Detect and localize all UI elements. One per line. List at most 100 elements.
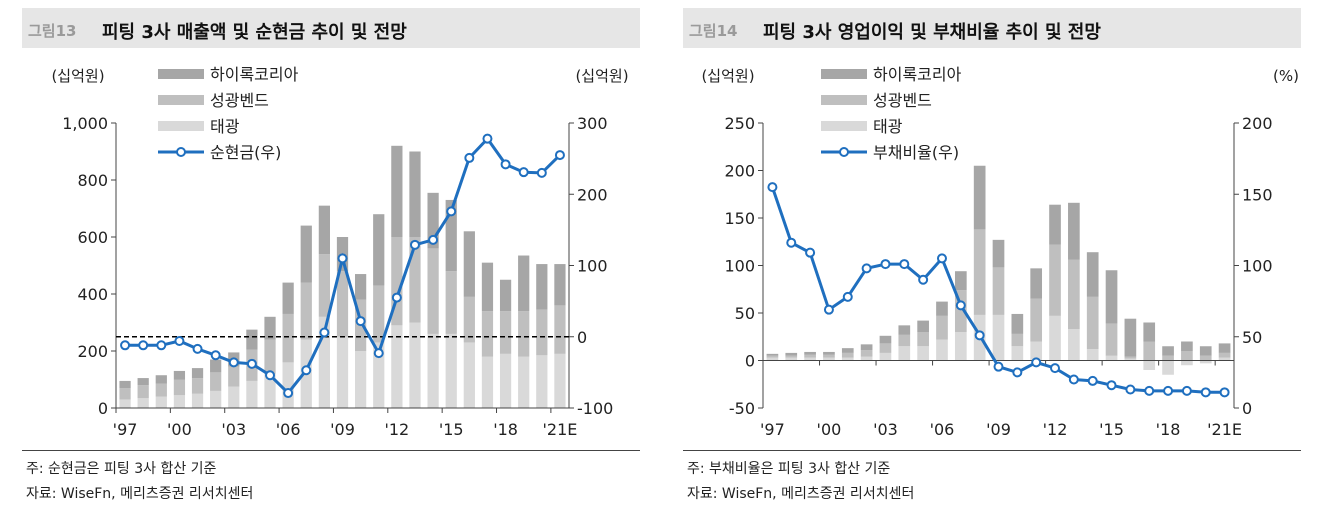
x-tick-label: '03: [873, 420, 898, 439]
line-point: [936, 253, 947, 264]
line-point: [1050, 363, 1061, 374]
bar-segment: [879, 352, 892, 361]
bar-segment: [936, 301, 948, 316]
bar-segment: [427, 333, 439, 408]
bar-segment: [499, 279, 512, 312]
right-tick-label: 0: [577, 328, 587, 347]
bar-segment: [155, 383, 167, 397]
line-point: [265, 370, 276, 381]
bar-segment: [1124, 358, 1137, 361]
bar-segment: [155, 375, 167, 384]
bar-segment: [804, 354, 816, 358]
bar-segment: [173, 370, 186, 380]
bar-segment: [463, 296, 475, 343]
line-point: [955, 300, 966, 311]
bar-segment: [936, 315, 948, 340]
left-tick-label: 200: [77, 342, 108, 361]
right-tick-label: 0: [1242, 399, 1252, 418]
bar-segment: [1086, 349, 1099, 361]
x-tick-label: '97: [760, 420, 785, 439]
bar-segment: [264, 316, 276, 340]
line-point: [301, 365, 312, 376]
bar-segment: [246, 380, 258, 408]
bar-segment: [373, 342, 385, 408]
line-point: [918, 274, 929, 285]
line-point: [861, 263, 872, 274]
bar-segment: [1030, 341, 1043, 361]
line-point: [464, 152, 475, 163]
bar-segment: [823, 357, 835, 361]
line-point: [446, 206, 457, 217]
bar-segment: [282, 282, 294, 314]
bar-segment: [1218, 343, 1231, 353]
legend-label: 성광벤드: [873, 91, 932, 110]
bar-segment: [823, 351, 835, 355]
x-tick-label: '18: [493, 420, 518, 439]
bar-segment: [1143, 322, 1156, 342]
line-point: [482, 133, 493, 144]
line-point: [192, 343, 203, 354]
legend-line-marker: [839, 147, 849, 157]
bar-segment: [1143, 341, 1156, 361]
line-point: [246, 358, 257, 369]
x-tick-label: '00: [817, 420, 842, 439]
bar-segment: [823, 354, 835, 358]
left-tick-label: 150: [724, 209, 755, 228]
bar-segment: [1181, 351, 1193, 361]
line-point: [899, 259, 910, 270]
bar-segment: [191, 393, 204, 408]
line-point: [1031, 357, 1042, 368]
bar-segment: [318, 316, 330, 408]
bar-segment: [210, 359, 222, 373]
line-point: [974, 330, 985, 341]
chart-panel-left: 그림13 피팅 3사 매출액 및 순현금 추이 및 전망 (십억원) (십억원) 0…: [22, 0, 662, 512]
bar-segment: [1049, 244, 1061, 316]
right-axis-unit: (십억원): [575, 67, 628, 85]
bar-segment: [391, 325, 403, 408]
line-point: [823, 304, 834, 315]
bar-segment: [973, 229, 986, 315]
bar-segment: [973, 165, 986, 230]
bar-segment: [860, 356, 873, 361]
bar-segment: [954, 271, 967, 291]
right-axis-unit: (%): [1273, 67, 1299, 85]
right-tick-label: 50: [1242, 328, 1262, 347]
bar-segment: [1199, 355, 1212, 361]
legend-swatch: [158, 95, 204, 105]
bar-segment: [1218, 352, 1231, 358]
figure-source: 자료: WiseFn, 메리츠증권 리서치센터: [687, 486, 915, 502]
bar-segment: [137, 378, 149, 386]
bar-segment: [210, 390, 222, 408]
legend-label: 태광: [210, 117, 240, 136]
bar-segment: [373, 214, 385, 286]
bar-segment: [463, 231, 475, 297]
line-point: [554, 150, 565, 161]
line-point: [319, 327, 330, 338]
line-point: [228, 357, 239, 368]
bar-segment: [336, 336, 349, 408]
line-point: [1219, 387, 1230, 398]
legend-label: 하이록코리아: [210, 65, 299, 84]
bar-segment: [282, 362, 294, 408]
bar-segment: [1162, 360, 1174, 375]
bar-segment: [445, 333, 457, 408]
x-tick-label: '00: [167, 420, 192, 439]
bar-segment: [409, 151, 421, 237]
bar-segment: [785, 357, 798, 361]
bar-segment: [1105, 323, 1118, 356]
divider-line: [683, 450, 1301, 451]
bar-segment: [879, 343, 892, 353]
line-point: [1181, 385, 1192, 396]
legend-label: 부채비율(우): [873, 143, 959, 162]
bar-segment: [1086, 252, 1099, 297]
bar-segment: [463, 342, 475, 408]
bar-segment: [1011, 313, 1024, 334]
line-point: [805, 247, 816, 258]
bar-segment: [954, 332, 967, 361]
bar-segment: [518, 311, 530, 357]
line-point: [1125, 384, 1136, 395]
bar-segment: [499, 311, 512, 354]
bar-segment: [300, 225, 312, 283]
line-point: [1200, 387, 1211, 398]
bar-segment: [355, 351, 367, 408]
